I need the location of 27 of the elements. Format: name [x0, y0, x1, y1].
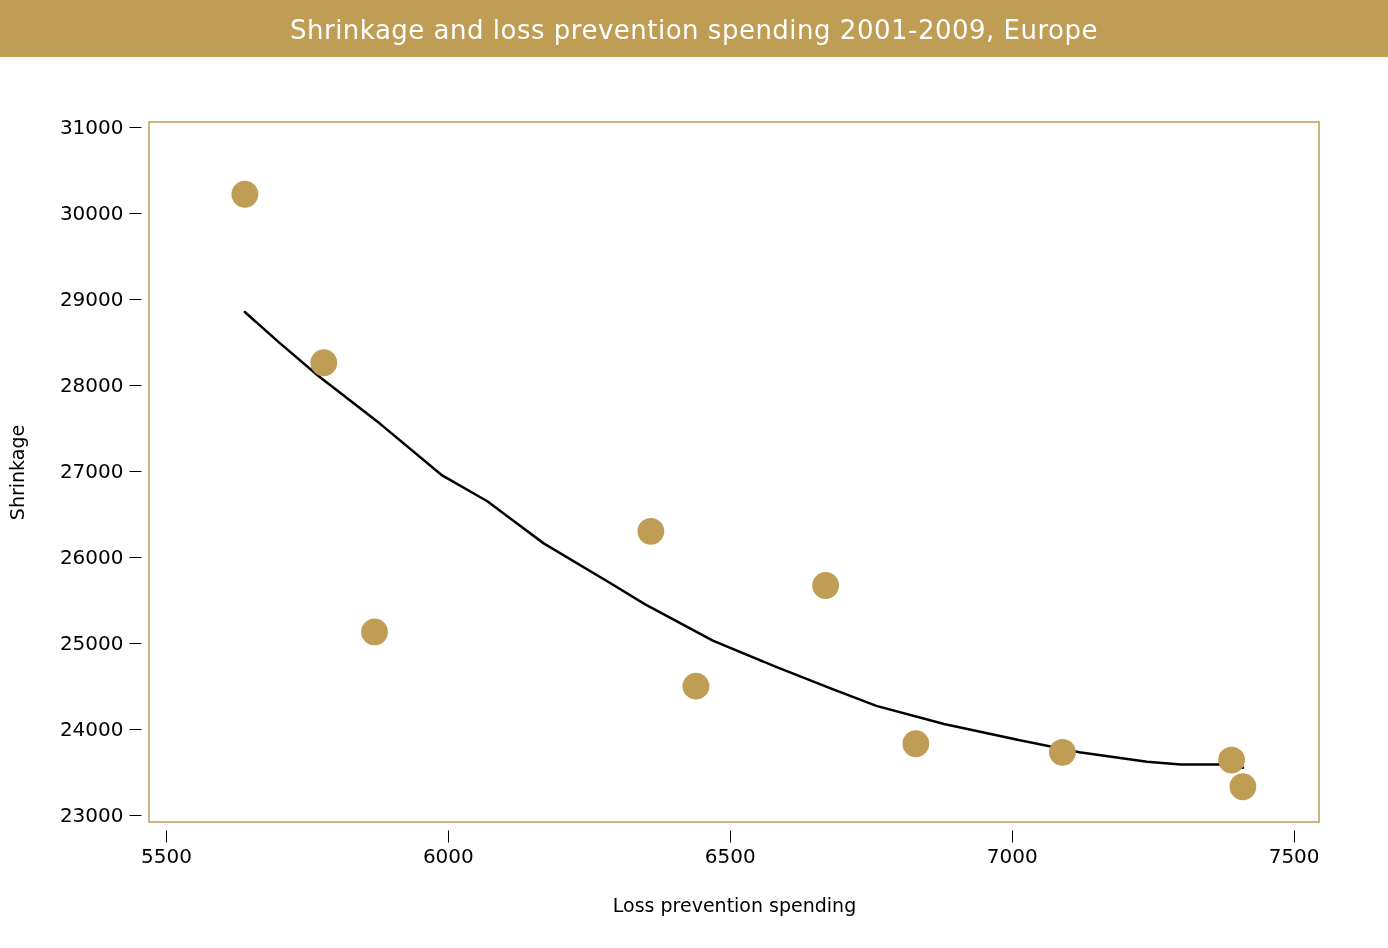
x-tick-label: 5500 — [140, 843, 192, 868]
x-axis-title: Loss prevention spending — [612, 893, 857, 916]
point — [310, 349, 338, 377]
y-axis-title: Shrinkage — [5, 424, 28, 521]
y-tick-label: 31000 — [59, 114, 124, 139]
x-tick-label: 6000 — [422, 843, 474, 868]
point — [902, 730, 930, 758]
point — [361, 618, 388, 646]
y-tick-label: 27000 — [59, 458, 124, 483]
point — [637, 517, 665, 545]
point — [812, 572, 840, 599]
point — [682, 672, 710, 700]
point — [231, 180, 259, 208]
y-tick-label: 24000 — [59, 716, 124, 741]
x-tick-label: 6500 — [704, 843, 756, 868]
point — [1218, 746, 1246, 774]
y-tick-label: 23000 — [59, 802, 124, 827]
y-tick-label: 26000 — [59, 544, 124, 569]
y-tick-label: 25000 — [59, 630, 124, 655]
point — [1229, 773, 1257, 801]
y-tick-label: 30000 — [59, 200, 124, 225]
chart-title: Shrinkage and loss prevention spending 2001-2009, Europe — [0, 0, 1388, 57]
x-tick-label: 7500 — [1268, 843, 1320, 868]
point — [1049, 738, 1076, 766]
y-tick-label: 28000 — [59, 372, 124, 397]
y-tick-label: 29000 — [59, 286, 124, 311]
x-tick-label: 7000 — [986, 843, 1038, 868]
